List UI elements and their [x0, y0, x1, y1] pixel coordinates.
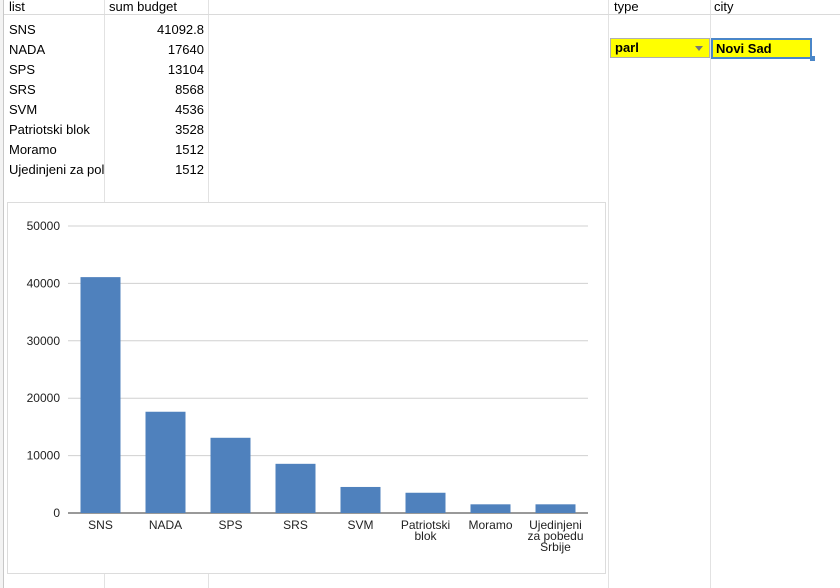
chart-svg: 0 10000 20000 30000 40000 50000 SNS NADA SPS SRS S…: [27, 219, 588, 554]
table-row-list-cell[interactable]: SPS: [9, 62, 36, 77]
y-tick-label: 10000: [27, 449, 61, 463]
column-gridline: [710, 0, 711, 588]
y-tick-label: 20000: [27, 391, 61, 405]
table-row-budget-cell[interactable]: 1512: [175, 142, 204, 157]
table-row-budget-cell[interactable]: 41092.8: [157, 22, 204, 37]
table-row-budget-cell[interactable]: 1512: [175, 162, 204, 177]
bar-moramo[interactable]: [470, 504, 511, 513]
bar-chart[interactable]: 0 10000 20000 30000 40000 50000 SNS NADA SPS SRS S…: [7, 202, 606, 574]
table-row-list-cell[interactable]: Moramo: [9, 142, 57, 157]
table-row-budget-cell[interactable]: 3528: [175, 122, 204, 137]
table-row-budget-cell[interactable]: 17640: [167, 42, 204, 57]
x-tick-label: Moramo: [468, 518, 512, 532]
header-city[interactable]: city: [714, 0, 734, 14]
bar-patriotski-blok[interactable]: [405, 492, 446, 513]
header-type[interactable]: type: [614, 0, 639, 14]
type-filter-value: parl: [615, 40, 639, 55]
x-tick-label: SNS: [88, 518, 113, 532]
x-tick-label: za pobedu: [527, 529, 583, 543]
y-tick-label: 0: [53, 506, 60, 520]
x-tick-label: Ujedinjeni: [529, 518, 582, 532]
header-row-divider: [4, 14, 840, 15]
selection-fill-handle[interactable]: [810, 56, 815, 61]
x-tick-label: SRS: [283, 518, 308, 532]
x-tick-label: NADA: [149, 518, 182, 532]
row-header-strip: [0, 0, 4, 588]
table-row-list-cell[interactable]: SVM: [9, 102, 38, 117]
bar-srs[interactable]: [275, 463, 316, 513]
x-tick-label: SPS: [218, 518, 242, 532]
city-filter-cell[interactable]: Novi Sad: [711, 38, 812, 59]
x-tick-label: Srbije: [540, 540, 571, 554]
type-filter-dropdown[interactable]: parl: [610, 38, 710, 58]
bar-sps[interactable]: [210, 437, 251, 513]
table-row-list-cell[interactable]: SRS: [9, 82, 36, 97]
bar-ujedinjeni-za-pobedu-srbije[interactable]: [535, 504, 576, 513]
header-sum-budget[interactable]: sum budget: [109, 0, 177, 14]
bar-nada[interactable]: [145, 411, 186, 513]
y-tick-label: 30000: [27, 334, 61, 348]
y-tick-label: 40000: [27, 276, 61, 290]
x-tick-label: blok: [414, 529, 437, 543]
header-list[interactable]: list: [9, 0, 25, 14]
bar-sns[interactable]: [80, 277, 121, 513]
column-gridline: [608, 0, 609, 588]
dropdown-caret-icon[interactable]: [695, 46, 703, 51]
table-row-list-cell[interactable]: Ujedinjeni za pol: [9, 162, 105, 177]
table-row-list-cell[interactable]: NADA: [9, 42, 46, 57]
x-tick-label: Patriotski: [401, 518, 450, 532]
table-row-budget-cell[interactable]: 13104: [167, 62, 204, 77]
table-row-budget-cell[interactable]: 8568: [175, 82, 204, 97]
bar-svm[interactable]: [340, 486, 381, 513]
table-row-budget-cell[interactable]: 4536: [175, 102, 204, 117]
table-row-list-cell[interactable]: SNS: [9, 22, 36, 37]
y-tick-label: 50000: [27, 219, 61, 233]
table-row-list-cell[interactable]: Patriotski blok: [9, 122, 90, 137]
x-tick-label: SVM: [347, 518, 373, 532]
